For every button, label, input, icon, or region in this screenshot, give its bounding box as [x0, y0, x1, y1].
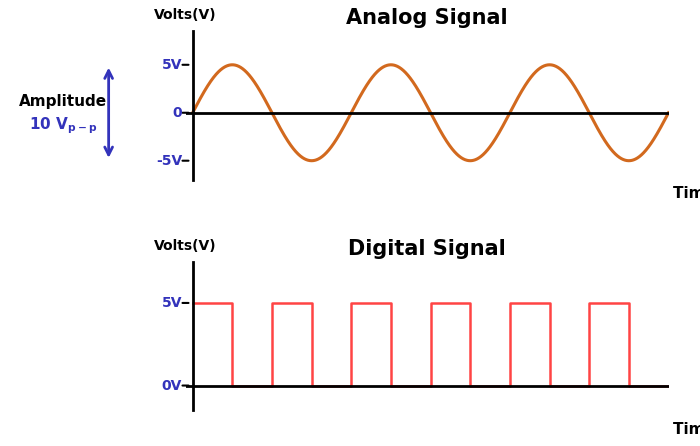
Text: 0: 0 [172, 106, 182, 120]
Text: Amplitude: Amplitude [19, 94, 107, 109]
Title: Digital Signal: Digital Signal [348, 239, 506, 259]
Text: Time (t): Time (t) [673, 422, 700, 437]
Text: Volts(V): Volts(V) [154, 8, 217, 22]
Title: Analog Signal: Analog Signal [346, 8, 508, 28]
Text: 10 V$_{\mathbf{p-p}}$: 10 V$_{\mathbf{p-p}}$ [29, 116, 97, 136]
Text: -5V: -5V [156, 154, 182, 168]
Text: Time (t): Time (t) [673, 186, 700, 201]
Text: Volts(V): Volts(V) [154, 239, 217, 253]
Text: 5V: 5V [162, 296, 182, 310]
Text: 0V: 0V [162, 379, 182, 392]
Text: 5V: 5V [162, 58, 182, 72]
